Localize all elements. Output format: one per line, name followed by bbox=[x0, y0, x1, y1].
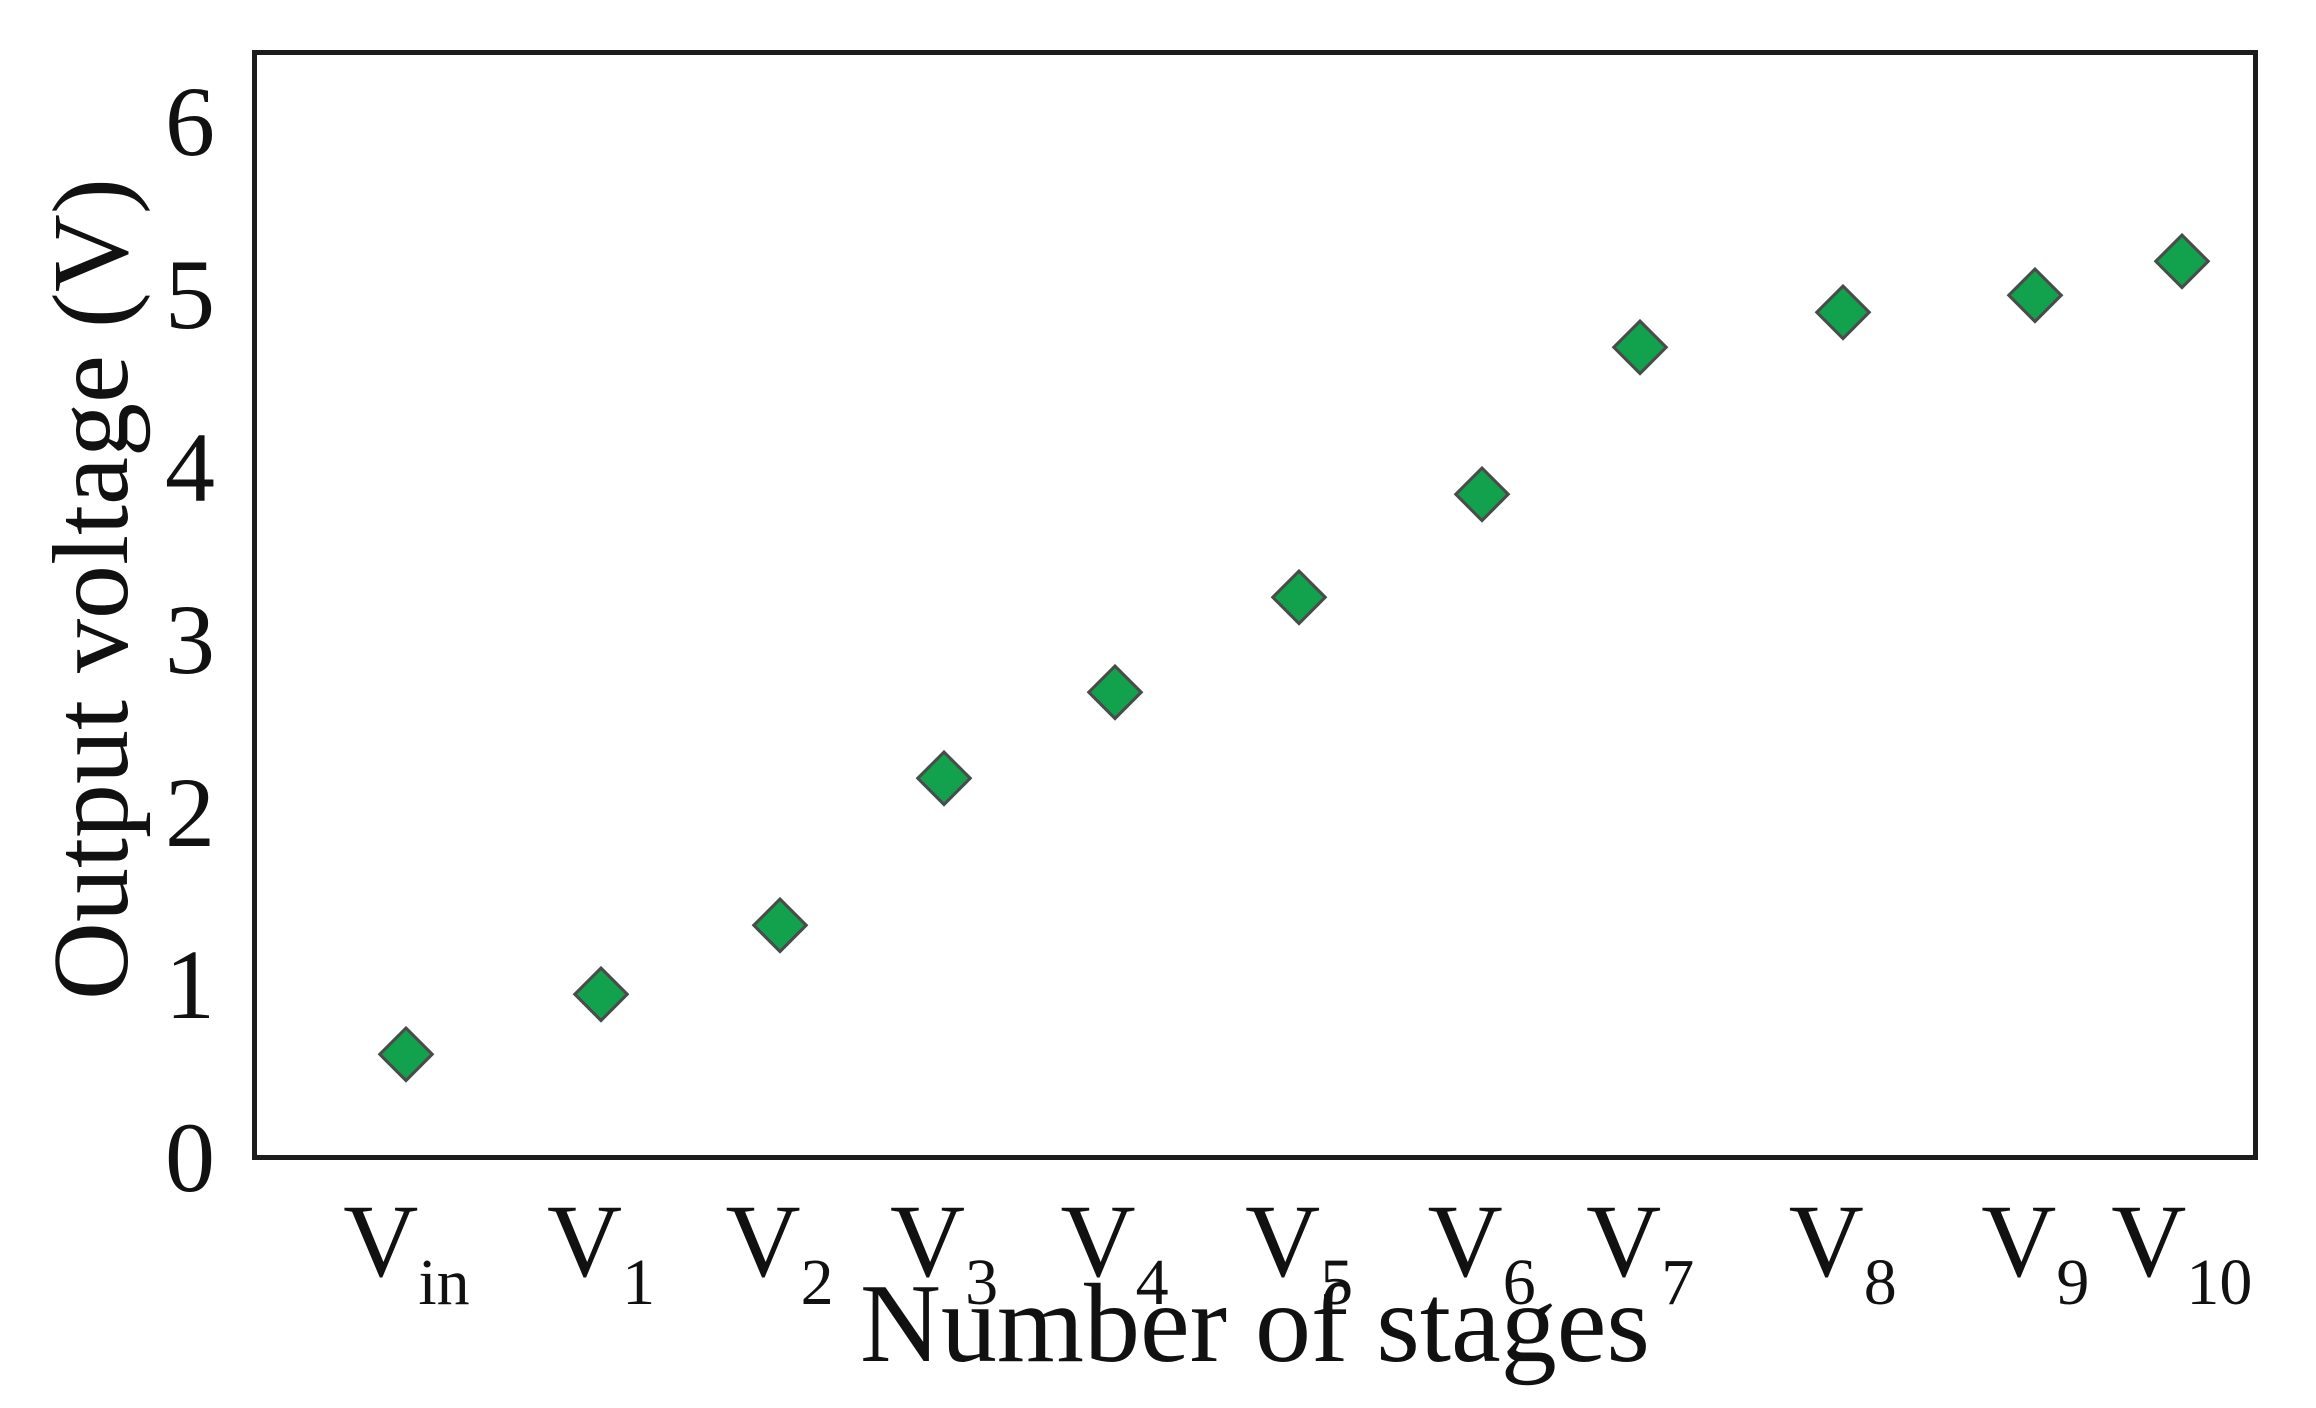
x-tick-base: V bbox=[2111, 1184, 2187, 1299]
y-tick-label: 2 bbox=[165, 756, 215, 868]
x-tick-subscript: 6 bbox=[1502, 1246, 1536, 1319]
x-tick-label: V5 bbox=[1245, 1190, 1353, 1316]
x-tick-base: V bbox=[1427, 1184, 1503, 1299]
x-tick-subscript: 3 bbox=[965, 1246, 999, 1319]
x-tick-subscript: 2 bbox=[800, 1246, 834, 1319]
x-tick-subscript: 7 bbox=[1661, 1246, 1695, 1319]
y-tick-label: 3 bbox=[165, 584, 215, 696]
x-tick-base: V bbox=[1245, 1184, 1321, 1299]
x-tick-subscript: 4 bbox=[1135, 1246, 1169, 1319]
x-tick-subscript: in bbox=[418, 1246, 470, 1319]
x-tick-label: V3 bbox=[890, 1190, 998, 1316]
x-tick-subscript: 1 bbox=[622, 1246, 656, 1319]
y-tick-label: 5 bbox=[165, 239, 215, 351]
x-tick-base: V bbox=[1788, 1184, 1864, 1299]
x-axis-title: Number of stages bbox=[859, 1262, 1650, 1386]
x-tick-base: V bbox=[1981, 1184, 2057, 1299]
x-tick-base: V bbox=[343, 1184, 419, 1299]
x-tick-base: V bbox=[1586, 1184, 1662, 1299]
x-tick-subscript: 9 bbox=[2056, 1246, 2090, 1319]
plot-area bbox=[252, 50, 2258, 1160]
y-tick-label: 4 bbox=[165, 411, 215, 523]
x-tick-label: V1 bbox=[547, 1190, 655, 1316]
x-tick-subscript: 5 bbox=[1320, 1246, 1354, 1319]
y-tick-label: 6 bbox=[165, 66, 215, 178]
x-tick-base: V bbox=[725, 1184, 801, 1299]
y-tick-label: 0 bbox=[165, 1102, 215, 1213]
x-tick-label: V4 bbox=[1061, 1190, 1169, 1316]
x-tick-base: V bbox=[890, 1184, 966, 1299]
x-tick-label: V10 bbox=[2111, 1190, 2252, 1316]
x-tick-subscript: 10 bbox=[2186, 1246, 2253, 1319]
x-tick-label: V9 bbox=[1981, 1190, 2089, 1316]
x-tick-label: V8 bbox=[1789, 1190, 1897, 1316]
x-tick-base: V bbox=[1060, 1184, 1136, 1299]
y-axis-title: Output voltage (V) bbox=[32, 178, 151, 1000]
x-tick-subscript: 8 bbox=[1863, 1246, 1897, 1319]
x-tick-label: V2 bbox=[726, 1190, 834, 1316]
x-tick-label: Vin bbox=[343, 1190, 469, 1316]
x-tick-label: V7 bbox=[1586, 1190, 1694, 1316]
x-tick-label: V6 bbox=[1428, 1190, 1536, 1316]
y-tick-label: 1 bbox=[165, 929, 215, 1041]
x-tick-base: V bbox=[546, 1184, 623, 1299]
